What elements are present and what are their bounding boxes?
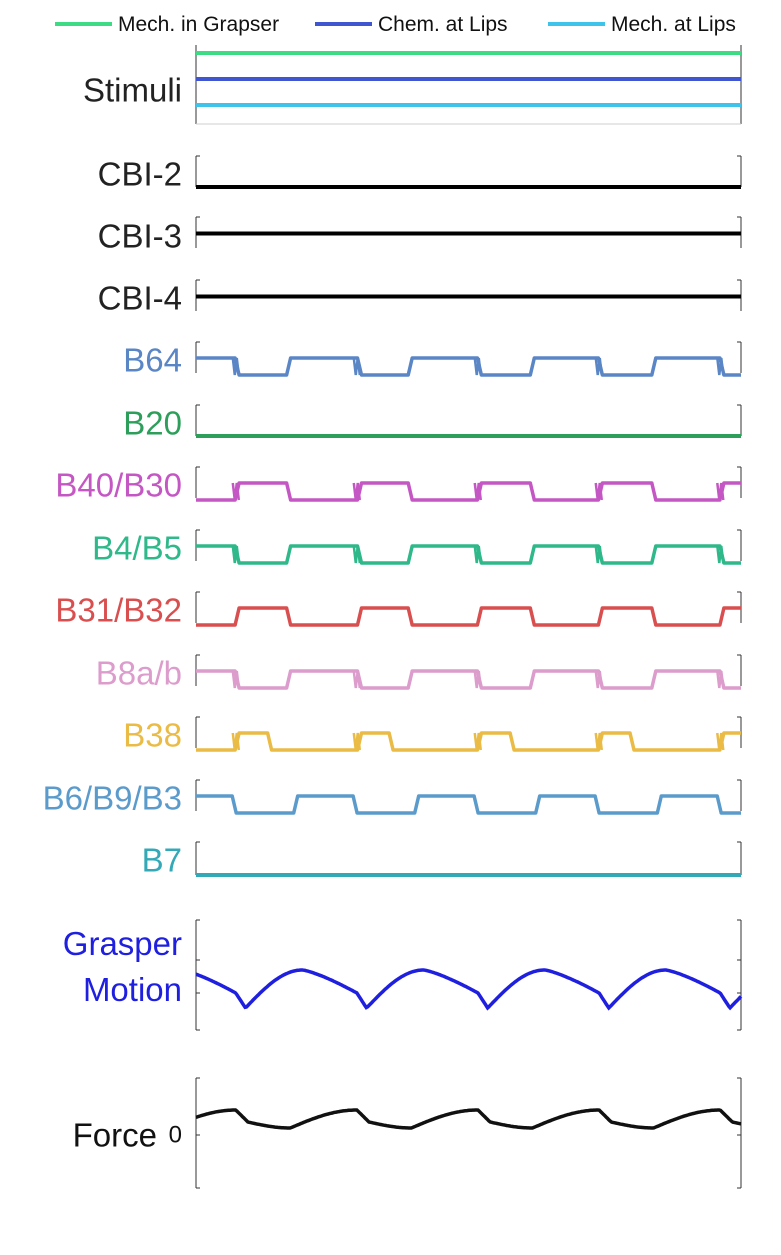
force-ytick-label: 0 bbox=[169, 1122, 182, 1149]
panel-label-b6-b9-b3: B6/B9/B3 bbox=[43, 780, 182, 817]
trace-b31-b32 bbox=[196, 606, 741, 627]
trace-b6-b9-b3 bbox=[196, 794, 741, 815]
panel-label-b40-b30: B40/B30 bbox=[55, 467, 182, 504]
burst-spike-b64-5 bbox=[716, 357, 725, 376]
trace-b4-b5 bbox=[196, 544, 741, 565]
panel-label-b38: B38 bbox=[123, 717, 182, 754]
burst-spike-b64-4 bbox=[594, 357, 603, 376]
legend-label-mech-at-lips: Mech. at Lips bbox=[611, 13, 736, 36]
burst-spike-b8a-b-1 bbox=[231, 670, 241, 689]
panel-label-b7: B7 bbox=[142, 842, 182, 879]
axis-13 bbox=[195, 919, 742, 1031]
burst-spike-b38-5 bbox=[716, 732, 725, 751]
burst-spike-b38-1 bbox=[231, 732, 241, 751]
axis-1 bbox=[195, 155, 742, 187]
axis-10 bbox=[195, 716, 742, 748]
burst-spike-b4-b5-3 bbox=[473, 545, 483, 564]
burst-spike-b40-b30-5 bbox=[716, 482, 725, 501]
panel-label-cbi-2: CBI-2 bbox=[98, 156, 182, 193]
burst-spike-b4-b5-4 bbox=[594, 545, 603, 564]
burst-spike-b8a-b-2 bbox=[352, 670, 362, 689]
burst-spike-b40-b30-1 bbox=[231, 482, 241, 501]
trace-force bbox=[195, 1108, 742, 1130]
burst-spike-b38-2 bbox=[352, 732, 362, 751]
burst-spike-b40-b30-2 bbox=[352, 482, 362, 501]
burst-spike-b8a-b-4 bbox=[594, 670, 603, 689]
burst-spike-b64-2 bbox=[352, 357, 362, 376]
burst-spike-b38-3 bbox=[473, 732, 483, 751]
axis-14 bbox=[195, 1077, 742, 1189]
panel-label-grasper-motion-line2: Motion bbox=[83, 971, 182, 1008]
burst-spike-b64-3 bbox=[473, 357, 483, 376]
legend-label-chem-at-lips: Chem. at Lips bbox=[378, 13, 508, 36]
burst-spike-b40-b30-3 bbox=[473, 482, 483, 501]
axis-5 bbox=[195, 404, 742, 436]
burst-spike-b64-1 bbox=[231, 357, 241, 376]
burst-spike-b4-b5-5 bbox=[716, 545, 725, 564]
trace-b38 bbox=[196, 731, 741, 752]
panel-label-cbi-3: CBI-3 bbox=[98, 218, 182, 255]
trace-b64 bbox=[196, 356, 741, 377]
panel-label-grasper-motion-line1: Grasper bbox=[63, 925, 182, 962]
trace-b40-b30 bbox=[196, 481, 741, 502]
panel-label-b4-b5: B4/B5 bbox=[92, 530, 182, 567]
panel-label-b64: B64 bbox=[123, 342, 182, 379]
trace-b8a-b bbox=[196, 669, 741, 690]
burst-spike-b40-b30-4 bbox=[594, 482, 603, 501]
burst-spike-b8a-b-5 bbox=[716, 670, 725, 689]
axis-12 bbox=[195, 841, 742, 875]
burst-spike-b4-b5-2 bbox=[352, 545, 362, 564]
axis-0 bbox=[195, 45, 742, 125]
panel-label-force: Force bbox=[73, 1117, 157, 1154]
trace-grasper-motion bbox=[195, 968, 743, 1011]
legend-label-mech-in-grapser: Mech. in Grapser bbox=[118, 13, 279, 36]
burst-spike-b4-b5-1 bbox=[231, 545, 241, 564]
burst-spike-b38-4 bbox=[594, 732, 603, 751]
panel-label-b31-b32: B31/B32 bbox=[55, 592, 182, 629]
panel-label-cbi-4: CBI-4 bbox=[98, 280, 182, 317]
burst-spike-b8a-b-3 bbox=[473, 670, 483, 689]
panel-label-stimuli: Stimuli bbox=[83, 72, 182, 109]
panel-label-b20: B20 bbox=[123, 405, 182, 442]
panel-label-b8a-b: B8a/b bbox=[96, 655, 182, 692]
